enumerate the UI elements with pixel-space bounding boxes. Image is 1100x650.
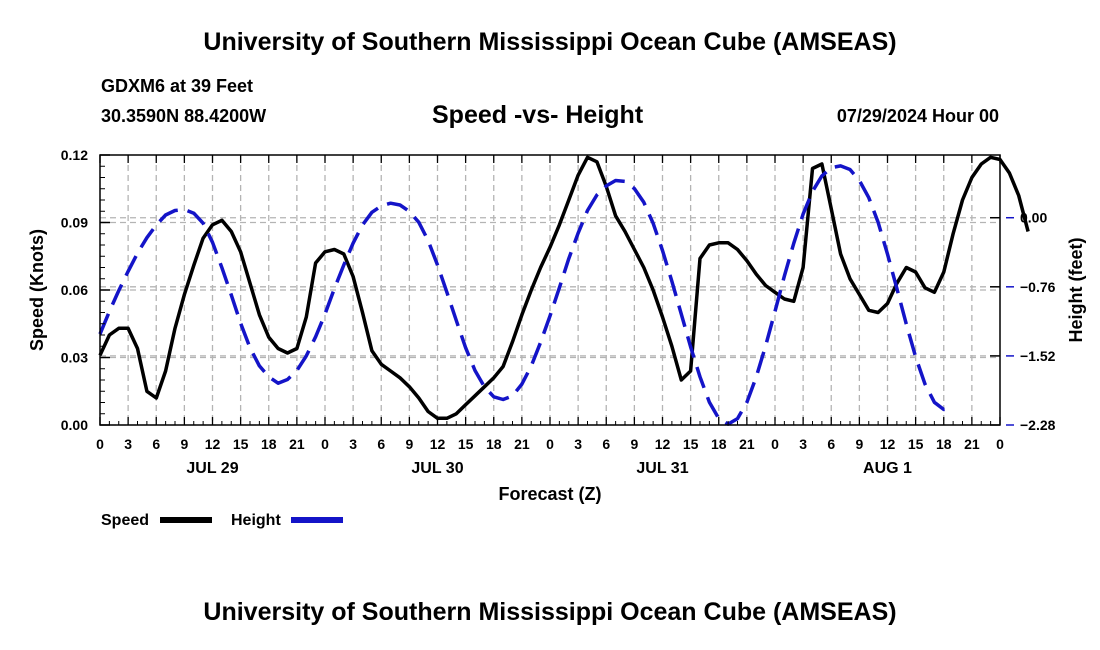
x-tick-label: 21 [964, 436, 980, 452]
series-layer [98, 155, 1030, 426]
x-tick-label: 18 [486, 436, 502, 452]
grid [100, 155, 1000, 426]
y-tick-label: 0.09 [61, 215, 88, 231]
y-tick-label: 0.00 [61, 417, 88, 433]
x-tick-label: 12 [205, 436, 221, 452]
legend-label-height: Height [231, 512, 281, 529]
x-tick-label: 15 [908, 436, 924, 452]
height-series-line [98, 164, 954, 426]
x-tick-label: 0 [771, 436, 779, 452]
chart-title: University of Southern Mississippi Ocean… [203, 28, 897, 56]
station-label: GDXM6 at 39 Feet [101, 76, 254, 96]
x-tick-label: 3 [799, 436, 807, 452]
x-tick-label: 6 [602, 436, 610, 452]
date-label: JUL 29 [186, 460, 238, 477]
x-tick-label: 15 [233, 436, 249, 452]
x-tick-label: 0 [996, 436, 1004, 452]
x-tick-label: 21 [739, 436, 755, 452]
y-tick-label: 0.06 [61, 282, 88, 298]
x-tick-label: 6 [827, 436, 835, 452]
y2-tick-label: 0.00 [1020, 210, 1047, 226]
x-tick-label: 21 [514, 436, 530, 452]
axes: 0 3 6 9 12 15 18 21 0 3 6 9 12 15 18 21 0 3 6 9 12 15 18 21 0 3 6 9… [27, 147, 1086, 504]
legend-label-speed: Speed [101, 512, 149, 529]
x-tick-label: 18 [261, 436, 277, 452]
x-tick-label: 3 [574, 436, 582, 452]
date-label: AUG 1 [863, 460, 912, 477]
y2-tick-label: −2.28 [1020, 417, 1056, 433]
x-tick-label: 18 [711, 436, 727, 452]
y2-tick-label: −0.76 [1020, 279, 1056, 295]
x-tick-label: 18 [936, 436, 952, 452]
x-tick-label: 0 [546, 436, 554, 452]
x-tick-label: 9 [405, 436, 413, 452]
y-tick-label: 0.03 [61, 350, 88, 366]
footer-title: University of Southern Mississippi Ocean… [203, 598, 897, 626]
forecast-datetime: 07/29/2024 Hour 00 [836, 106, 999, 126]
x-tick-label: 12 [880, 436, 896, 452]
date-label: JUL 30 [411, 460, 463, 477]
x-tick-label: 12 [430, 436, 446, 452]
x-tick-label: 9 [630, 436, 638, 452]
date-label: JUL 31 [636, 460, 688, 477]
y-axis-label: Speed (Knots) [27, 229, 47, 351]
x-tick-label: 3 [124, 436, 132, 452]
x-axis-label: Forecast (Z) [498, 484, 601, 504]
x-tick-label: 0 [321, 436, 329, 452]
x-tick-label: 21 [289, 436, 305, 452]
x-tick-label: 0 [96, 436, 104, 452]
x-tick-label: 6 [377, 436, 385, 452]
y2-tick-label: −1.52 [1020, 348, 1056, 364]
y2-axis-label: Height (feet) [1066, 238, 1086, 343]
x-tick-label: 9 [180, 436, 188, 452]
x-tick-label: 15 [683, 436, 699, 452]
x-tick-label: 3 [349, 436, 357, 452]
x-tick-label: 12 [655, 436, 671, 452]
x-tick-label: 15 [458, 436, 474, 452]
coordinates-label: 30.3590N 88.4200W [101, 106, 267, 126]
x-tick-label: 6 [152, 436, 160, 452]
x-tick-label: 9 [855, 436, 863, 452]
legend: Speed Height [101, 512, 343, 529]
speed-series-line [98, 155, 1030, 421]
chart-subtitle: Speed -vs- Height [432, 101, 644, 129]
y-tick-label: 0.12 [61, 147, 88, 163]
